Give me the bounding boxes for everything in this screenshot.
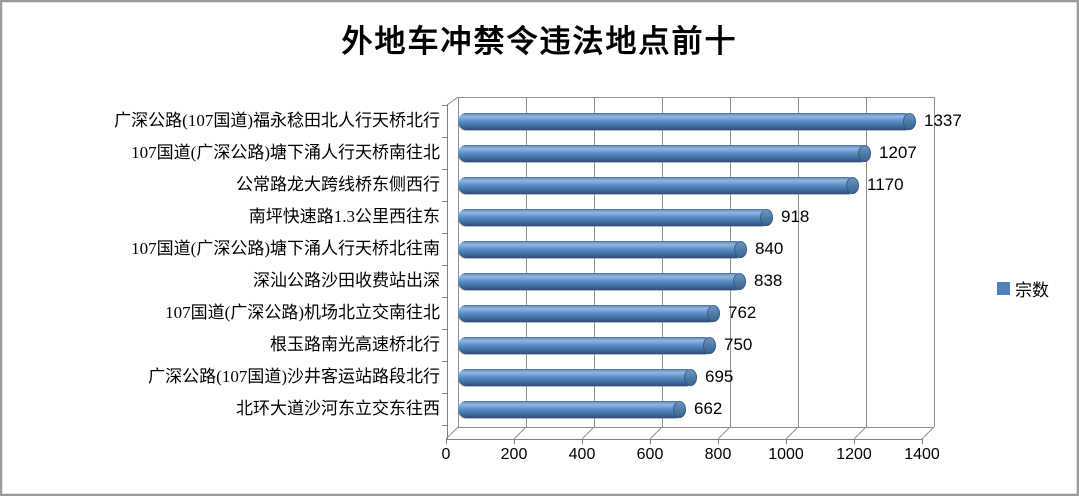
bar-value-label: 662 [694,399,723,418]
bar [458,304,720,322]
bar-value-label: 1207 [879,143,917,162]
category-label: 深汕公路沙田收费站出深 [253,271,440,290]
bar [458,336,716,354]
x-axis-tick-label: 1400 [904,446,940,463]
category-label: 107国道(广深公路)机场北立交南往北 [165,303,440,322]
bar [458,144,871,162]
x-axis-tick-label: 0 [441,446,451,463]
bar-value-label: 918 [781,207,810,226]
legend-series-marker-icon [997,282,1010,295]
gridline-3d-foot [785,426,799,440]
category-label: 根玉路南光高速桥北行 [270,335,440,354]
category-label: 北环大道沙河东立交东往西 [236,399,440,418]
category-label: 广深公路(107国道)沙井客运站路段北行 [148,367,440,386]
bar-value-label: 840 [755,239,784,258]
x-axis-tick-label: 1000 [768,446,804,463]
gridline-3d-foot [921,426,935,440]
bar [458,112,916,130]
x-axis-tick-label: 800 [704,446,732,463]
x-axis-tick-label: 600 [636,446,664,463]
bar [458,208,773,226]
gridline-3d-foot [717,426,731,440]
bar-value-label: 838 [754,271,783,290]
gridline-3d-foot [581,426,595,440]
bar-value-label: 750 [724,335,753,354]
category-label: 南坪快速路1.3公里西往东 [248,207,440,226]
bar [458,400,686,418]
category-label: 107国道(广深公路)塘下涌人行天桥北往南 [131,239,440,258]
chart-title: 外地车冲禁令违法地点前十 [341,24,738,59]
category-label: 107国道(广深公路)塘下涌人行天桥南往北 [131,143,440,162]
bar-value-label: 1337 [924,111,962,130]
gridline-3d-foot [513,426,527,440]
bar-value-label: 762 [728,303,757,322]
legend: 宗数 [997,276,1049,301]
bar-value-label: 695 [705,367,734,386]
gridline-3d-foot [853,426,867,440]
bar [458,272,746,290]
legend-series-label: 宗数 [1015,281,1049,300]
x-axis-tick-label: 400 [568,446,596,463]
bar-value-label: 1170 [867,175,904,194]
x-axis-tick-label: 1200 [836,446,872,463]
gridline-3d-foot [649,426,663,440]
y-axis-3d-top-diagonal [446,96,459,106]
bar [458,176,859,194]
category-label: 广深公路(107国道)福永稔田北人行天桥北行 [114,111,440,130]
bar [458,240,747,258]
bar [458,368,697,386]
x-axis-tick-label: 200 [500,446,528,463]
category-label: 公常路龙大跨线桥东侧西行 [236,175,440,194]
